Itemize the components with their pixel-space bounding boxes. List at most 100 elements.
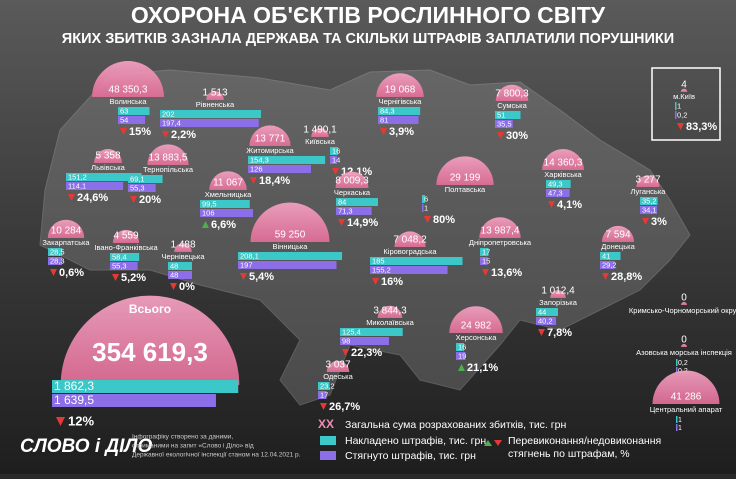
legend-swatch bbox=[320, 451, 336, 460]
imposed-bar bbox=[676, 359, 678, 366]
imposed-label: 84,3 bbox=[380, 106, 395, 115]
paid-label: 29,2 bbox=[602, 260, 617, 269]
damage-semicircle bbox=[335, 171, 369, 188]
kyiv-box bbox=[651, 67, 721, 141]
change-arrow bbox=[497, 132, 504, 139]
total-damage: 354 619,3 bbox=[92, 337, 208, 367]
imposed-label: 1 862,3 bbox=[54, 379, 94, 393]
damage-label: 13 771 bbox=[255, 134, 286, 145]
damage-semicircle bbox=[174, 243, 192, 252]
change-arrow bbox=[338, 219, 345, 226]
paid-bar bbox=[330, 156, 337, 164]
damage-label: 41 286 bbox=[671, 392, 702, 403]
change-arrow bbox=[332, 168, 339, 175]
imposed-label: 202 bbox=[162, 109, 175, 118]
region-name: Донецька bbox=[601, 242, 635, 251]
imposed-bar bbox=[238, 252, 343, 260]
imposed-label: 16 bbox=[458, 342, 466, 351]
paid-label: 17 bbox=[320, 390, 328, 399]
region-name: Луганська bbox=[631, 187, 667, 196]
region-name: Запорізька bbox=[539, 298, 578, 307]
footer-note: Державної екологічної інспекції станом н… bbox=[132, 451, 301, 459]
paid-label: 106 bbox=[202, 208, 215, 217]
damage-semicircle bbox=[147, 144, 189, 165]
paid-bar bbox=[640, 206, 658, 214]
change-arrow bbox=[130, 196, 137, 203]
change-arrow bbox=[482, 269, 489, 276]
paid-bar bbox=[456, 352, 466, 360]
damage-label: 48 350,3 bbox=[109, 85, 148, 96]
damage-semicircle bbox=[326, 360, 350, 372]
region-name: Чернігівська bbox=[379, 97, 423, 106]
paid-label: 15 bbox=[482, 256, 490, 265]
change-label: 26,7% bbox=[329, 401, 360, 413]
imposed-bar bbox=[128, 175, 163, 183]
imposed-bar bbox=[200, 200, 250, 208]
change-label: 28,8% bbox=[611, 271, 642, 283]
change-label: 18,4% bbox=[259, 175, 290, 187]
imposed-bar bbox=[48, 248, 63, 256]
damage-label: 4 559 bbox=[113, 231, 138, 242]
damage-semicircle bbox=[449, 306, 503, 333]
damage-label: 8 009,3 bbox=[335, 176, 369, 187]
change-arrow bbox=[538, 329, 545, 336]
imposed-bar bbox=[318, 382, 330, 390]
imposed-label: 185 bbox=[372, 256, 385, 265]
change-label: 15% bbox=[129, 126, 151, 138]
imposed-bar bbox=[480, 248, 489, 256]
region-name: Сумська bbox=[497, 101, 527, 110]
region-name: Миколаївська bbox=[366, 318, 414, 327]
body-name: Центральний апарат bbox=[650, 405, 723, 414]
imposed-bar bbox=[675, 102, 677, 110]
change-arrow bbox=[380, 128, 387, 135]
damage-label: 1 513 bbox=[202, 88, 227, 99]
paid-label: 28,3 bbox=[50, 256, 65, 265]
region-name: Львівська bbox=[91, 163, 125, 172]
paid-label: 34,1 bbox=[642, 205, 657, 214]
imposed-bar bbox=[340, 328, 403, 336]
change-label: 4,1% bbox=[557, 199, 582, 211]
imposed-label: 63 bbox=[120, 106, 128, 115]
change-label: 2,2% bbox=[171, 129, 196, 141]
damage-semicircle bbox=[636, 175, 660, 187]
imposed-label: 58,4 bbox=[112, 252, 127, 261]
change-arrow bbox=[677, 123, 684, 130]
paid-bar bbox=[110, 262, 138, 270]
damage-label: 1 012,4 bbox=[541, 286, 575, 297]
imposed-label: 99,5 bbox=[202, 199, 217, 208]
imposed-bar bbox=[66, 173, 142, 181]
legend-change: стягнень по штрафам, % bbox=[508, 448, 630, 460]
paid-bar bbox=[48, 257, 63, 265]
imposed-bar bbox=[422, 195, 425, 203]
damage-label: 3 277 bbox=[635, 175, 660, 186]
damage-label: 13 883,5 bbox=[149, 153, 188, 164]
paid-label: 155,2 bbox=[372, 265, 391, 274]
paid-label: 55,3 bbox=[112, 261, 127, 270]
change-arrow bbox=[50, 269, 57, 276]
paid-bar bbox=[546, 189, 570, 197]
imposed-bar bbox=[536, 308, 558, 316]
legend-paid: Стягнуто штрафів, тис. грн bbox=[345, 450, 476, 462]
paid-label: 35,5 bbox=[497, 119, 512, 128]
paid-bar bbox=[676, 424, 678, 431]
imposed-bar bbox=[248, 156, 326, 164]
damage-label: 0 bbox=[681, 335, 687, 346]
damage-semicircle bbox=[479, 217, 521, 238]
change-arrow bbox=[342, 349, 349, 356]
change-label: 14,9% bbox=[347, 217, 378, 229]
damage-label: 14 360,3 bbox=[544, 158, 583, 169]
damage-label: 59 250 bbox=[275, 230, 306, 241]
imposed-label: 1 bbox=[677, 101, 681, 110]
region-name: Київська bbox=[305, 137, 336, 146]
damage-semicircle bbox=[681, 302, 687, 305]
imposed-label: 44 bbox=[538, 307, 546, 316]
legend: XX Загальна сума розрахованих збитків, т… bbox=[318, 417, 661, 462]
region-name: Івано-Франківська bbox=[94, 243, 158, 252]
paid-label: 55,3 bbox=[130, 183, 145, 192]
change-arrow bbox=[602, 273, 609, 280]
damage-semicircle bbox=[394, 231, 426, 247]
paid-bar bbox=[480, 257, 488, 265]
paid-label: 98 bbox=[342, 336, 350, 345]
imposed-bar bbox=[495, 111, 521, 119]
imposed-label: 69,1 bbox=[130, 174, 145, 183]
